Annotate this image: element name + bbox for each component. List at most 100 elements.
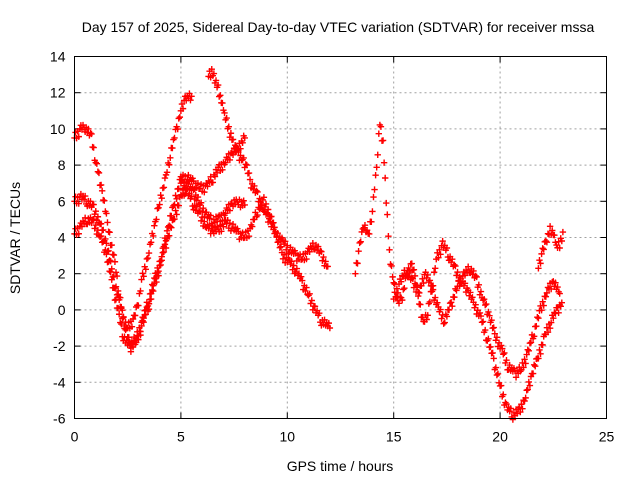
data-point bbox=[131, 312, 139, 319]
data-point bbox=[156, 201, 163, 208]
data-point bbox=[423, 316, 430, 323]
data-point bbox=[123, 325, 130, 332]
data-point bbox=[97, 220, 105, 227]
data-point bbox=[175, 115, 182, 122]
data-point bbox=[503, 357, 510, 364]
data-point bbox=[426, 298, 434, 306]
data-point bbox=[438, 315, 445, 322]
data-point bbox=[137, 331, 144, 339]
data-point bbox=[470, 267, 477, 275]
data-point bbox=[476, 309, 484, 317]
data-point bbox=[419, 275, 426, 282]
data-point bbox=[201, 218, 208, 225]
data-point bbox=[165, 161, 173, 168]
data-point bbox=[454, 268, 461, 276]
data-point bbox=[549, 227, 556, 234]
data-point bbox=[536, 346, 543, 354]
data-point bbox=[490, 355, 497, 362]
data-point bbox=[154, 269, 161, 276]
data-point bbox=[525, 378, 533, 386]
data-point bbox=[544, 230, 552, 237]
data-point bbox=[145, 305, 153, 313]
data-point bbox=[172, 192, 179, 199]
data-point bbox=[324, 263, 331, 270]
y-tick-label: 4 bbox=[58, 230, 66, 246]
data-point bbox=[491, 330, 498, 337]
data-point bbox=[217, 92, 224, 99]
data-point bbox=[127, 348, 135, 355]
x-tick-label: 15 bbox=[386, 429, 402, 445]
data-point bbox=[178, 177, 186, 184]
data-point bbox=[240, 197, 247, 204]
data-point bbox=[314, 243, 322, 250]
data-point bbox=[485, 335, 492, 343]
data-point bbox=[253, 187, 260, 195]
data-point bbox=[95, 169, 103, 177]
data-point bbox=[435, 254, 442, 261]
data-point bbox=[75, 133, 82, 140]
data-point bbox=[436, 246, 443, 254]
data-point bbox=[196, 208, 204, 215]
data-point bbox=[81, 192, 89, 200]
data-point bbox=[534, 313, 541, 321]
data-point bbox=[309, 306, 317, 313]
data-point bbox=[226, 207, 234, 214]
data-point bbox=[540, 246, 547, 253]
y-tick-label: 14 bbox=[50, 49, 66, 65]
data-point bbox=[80, 196, 88, 203]
data-point bbox=[194, 180, 202, 187]
data-point bbox=[383, 199, 390, 207]
data-point bbox=[187, 96, 194, 104]
data-point bbox=[88, 130, 95, 138]
data-point bbox=[154, 205, 161, 212]
data-point bbox=[163, 235, 171, 243]
data-point bbox=[397, 278, 405, 285]
data-point bbox=[526, 382, 534, 389]
data-point bbox=[480, 295, 488, 303]
data-point bbox=[303, 255, 310, 263]
y-tick-label: 12 bbox=[50, 85, 66, 101]
data-point bbox=[167, 154, 174, 162]
data-point bbox=[524, 346, 531, 353]
data-point bbox=[100, 238, 107, 245]
data-point bbox=[103, 210, 110, 217]
data-point bbox=[231, 141, 239, 149]
data-point bbox=[308, 297, 315, 304]
data-point bbox=[390, 279, 397, 286]
data-point bbox=[388, 262, 395, 270]
data-point bbox=[92, 159, 99, 166]
data-point bbox=[147, 295, 155, 303]
data-point bbox=[306, 248, 313, 256]
data-point bbox=[256, 195, 263, 202]
data-point bbox=[168, 224, 175, 231]
data-point bbox=[157, 261, 164, 269]
data-point bbox=[521, 356, 528, 363]
data-point bbox=[263, 209, 271, 216]
data-point bbox=[408, 260, 415, 267]
data-point bbox=[135, 336, 142, 343]
data-point bbox=[317, 247, 324, 255]
data-point bbox=[483, 300, 490, 308]
data-point bbox=[214, 81, 222, 89]
data-point bbox=[493, 371, 501, 379]
data-point bbox=[539, 245, 546, 252]
y-tick-label: 6 bbox=[58, 193, 66, 209]
data-point bbox=[538, 250, 545, 258]
data-point bbox=[225, 123, 232, 130]
data-point bbox=[408, 274, 415, 281]
data-point bbox=[216, 93, 223, 100]
data-point bbox=[209, 179, 217, 186]
data-point bbox=[384, 211, 391, 218]
data-point bbox=[90, 201, 97, 208]
data-point bbox=[441, 319, 448, 326]
data-point bbox=[220, 223, 227, 230]
data-point bbox=[536, 257, 543, 264]
data-point bbox=[494, 370, 502, 378]
data-point bbox=[239, 139, 246, 146]
data-point bbox=[409, 275, 417, 282]
data-point bbox=[197, 199, 205, 206]
data-point bbox=[410, 266, 418, 273]
data-point bbox=[434, 299, 441, 306]
data-point bbox=[293, 265, 301, 272]
data-point bbox=[240, 154, 247, 162]
